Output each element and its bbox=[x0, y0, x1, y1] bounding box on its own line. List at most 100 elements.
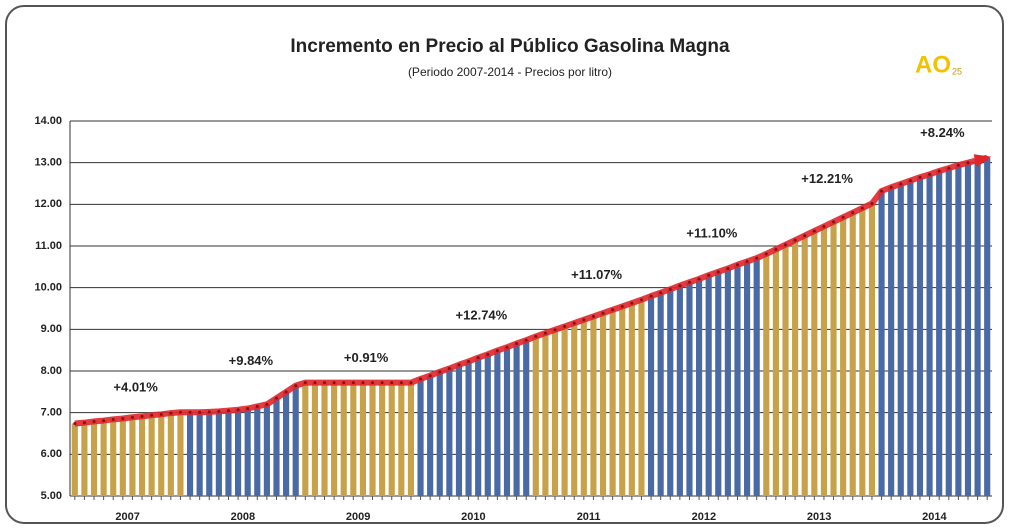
trend-dot bbox=[563, 324, 567, 328]
trend-dot bbox=[784, 243, 788, 247]
bar bbox=[484, 354, 491, 496]
bar bbox=[177, 412, 184, 496]
bar bbox=[215, 411, 222, 496]
trend-dot bbox=[102, 419, 106, 423]
bar bbox=[772, 249, 779, 496]
trend-dot bbox=[735, 263, 739, 267]
bar bbox=[407, 382, 415, 496]
trend-dot bbox=[169, 411, 173, 415]
bar bbox=[936, 171, 943, 496]
x-tick-label: 2009 bbox=[346, 511, 370, 523]
logo: AO bbox=[915, 51, 951, 78]
trend-dot bbox=[457, 363, 461, 367]
bar bbox=[196, 412, 203, 496]
bar bbox=[100, 420, 107, 496]
y-tick-label: 11.00 bbox=[35, 240, 62, 252]
trend-dot bbox=[543, 331, 547, 335]
bar bbox=[647, 296, 655, 496]
bar bbox=[878, 191, 885, 496]
trend-dot bbox=[851, 211, 855, 215]
bar bbox=[945, 168, 952, 497]
y-tick-label: 8.00 bbox=[41, 365, 62, 377]
trend-dot bbox=[534, 334, 538, 338]
annotation: +4.01% bbox=[113, 380, 158, 395]
bar bbox=[206, 411, 213, 496]
bar bbox=[148, 415, 155, 496]
bar bbox=[532, 336, 539, 496]
trend-dot bbox=[659, 291, 663, 295]
bar bbox=[916, 177, 924, 496]
bar bbox=[234, 409, 242, 496]
trend-dot bbox=[294, 384, 298, 388]
trend-dot bbox=[668, 287, 672, 291]
x-tick-label: 2010 bbox=[461, 511, 485, 523]
trend-dot bbox=[351, 381, 355, 385]
bar bbox=[436, 371, 443, 496]
trend-dot bbox=[726, 267, 730, 270]
trend-dot bbox=[274, 396, 278, 400]
bar bbox=[888, 187, 895, 496]
annotation: +0.91% bbox=[344, 350, 389, 365]
bar bbox=[167, 413, 174, 496]
bar bbox=[744, 261, 751, 496]
trend-dot bbox=[342, 381, 346, 385]
trend-dot bbox=[707, 273, 711, 277]
y-tick-label: 12.00 bbox=[34, 198, 62, 210]
bar bbox=[350, 382, 357, 496]
bar bbox=[292, 385, 299, 496]
bar bbox=[792, 240, 799, 496]
bar bbox=[465, 361, 472, 496]
trend-dot bbox=[774, 247, 778, 251]
bar bbox=[628, 303, 635, 496]
x-tick-label: 2014 bbox=[922, 511, 947, 523]
trend-dot bbox=[956, 163, 960, 167]
annotation: +8.24% bbox=[920, 125, 965, 140]
bar bbox=[263, 404, 270, 496]
trend-dot bbox=[649, 294, 653, 298]
bar bbox=[186, 412, 194, 496]
bar bbox=[523, 340, 530, 496]
trend-dot bbox=[130, 415, 134, 419]
bar bbox=[311, 382, 318, 496]
bar bbox=[119, 418, 126, 496]
bar bbox=[110, 419, 117, 496]
bar bbox=[158, 414, 165, 496]
bar bbox=[897, 183, 904, 496]
trend-dot bbox=[380, 381, 384, 385]
bar bbox=[379, 382, 386, 496]
trend-dot bbox=[207, 410, 211, 414]
trend-dot bbox=[524, 338, 528, 342]
trend-dot bbox=[265, 402, 269, 406]
trend-dot bbox=[476, 356, 480, 360]
bar bbox=[782, 244, 789, 496]
y-tick-label: 7.00 bbox=[41, 407, 62, 419]
trend-dot bbox=[236, 408, 240, 412]
bar bbox=[129, 417, 136, 496]
trend-dot bbox=[323, 381, 327, 385]
logo-sub: 25 bbox=[952, 66, 962, 76]
trend-dot bbox=[495, 349, 499, 353]
trend-dot bbox=[764, 252, 768, 256]
trend-dot bbox=[332, 381, 336, 385]
trend-dot bbox=[841, 215, 845, 219]
trend-dot bbox=[82, 421, 86, 425]
bar bbox=[513, 343, 520, 496]
arrow-head bbox=[973, 154, 992, 168]
y-tick-label: 9.00 bbox=[41, 323, 62, 335]
bar bbox=[734, 264, 741, 496]
bar bbox=[571, 323, 578, 496]
trend-dot bbox=[313, 381, 317, 385]
trend-dot bbox=[812, 229, 816, 233]
annotation: +9.84% bbox=[229, 353, 274, 368]
trend-dot bbox=[419, 377, 423, 381]
annotation: +12.74% bbox=[456, 308, 508, 323]
bar bbox=[542, 333, 549, 496]
trend-dot bbox=[111, 417, 115, 421]
bar bbox=[475, 357, 482, 496]
bar bbox=[273, 398, 280, 496]
bar bbox=[321, 382, 328, 496]
bar bbox=[907, 180, 914, 497]
trend-dot bbox=[803, 234, 807, 238]
trend-dot bbox=[870, 202, 874, 205]
